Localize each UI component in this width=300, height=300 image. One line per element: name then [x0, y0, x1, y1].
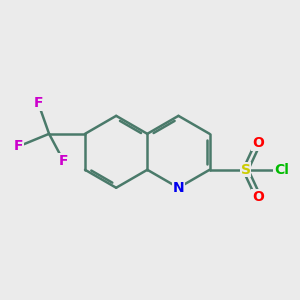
Text: F: F: [14, 140, 23, 153]
Text: Cl: Cl: [274, 163, 289, 177]
Text: O: O: [252, 190, 264, 204]
Text: S: S: [241, 163, 250, 177]
Text: F: F: [34, 96, 43, 110]
Text: F: F: [59, 154, 68, 168]
Text: N: N: [172, 181, 184, 195]
Text: O: O: [252, 136, 264, 150]
